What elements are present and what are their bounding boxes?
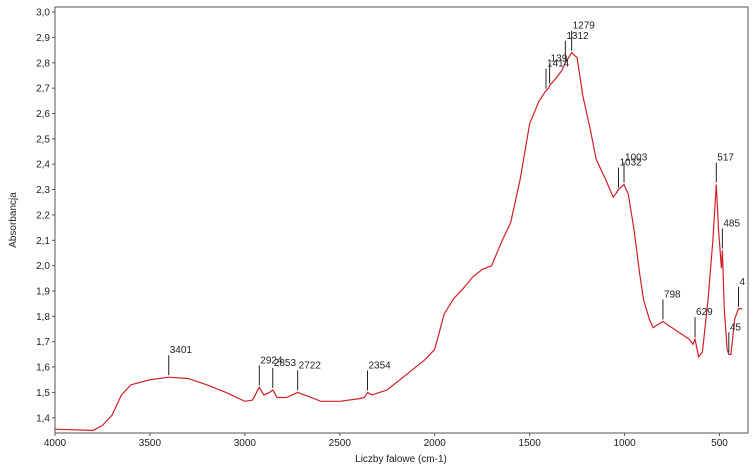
- peak-label: 3401: [170, 345, 193, 356]
- y-tick-label: 2,9: [36, 33, 50, 44]
- peak-label: 2354: [369, 360, 392, 371]
- y-tick-label: 1,5: [36, 388, 50, 399]
- y-tick-label: 1,7: [36, 337, 50, 348]
- peak-label: 485: [723, 218, 740, 229]
- x-tick-label: 1000: [613, 438, 636, 449]
- y-tick-label: 2,6: [36, 109, 50, 120]
- y-tick-label: 3,0: [36, 8, 50, 19]
- x-tick-label: 1500: [519, 438, 542, 449]
- x-axis-label: Liczby falowe (cm-1): [355, 454, 447, 465]
- peak-label: 4: [740, 277, 746, 288]
- y-tick-label: 1,4: [36, 413, 50, 424]
- peak-label: 629: [696, 307, 713, 318]
- peak-label: 1279: [573, 21, 596, 32]
- x-tick-label: 2500: [329, 438, 352, 449]
- y-tick-label: 2,4: [36, 160, 50, 171]
- plot-frame: [54, 6, 749, 434]
- x-tick-label: 3000: [234, 438, 257, 449]
- peak-label: 45: [730, 322, 742, 333]
- peak-label: 139: [551, 54, 568, 65]
- peak-label: 2924: [260, 355, 283, 366]
- y-tick-label: 2,3: [36, 185, 50, 196]
- y-tick-label: 2,8: [36, 58, 50, 69]
- y-tick-label: 2,0: [36, 261, 50, 272]
- peak-label: 1312: [566, 31, 589, 42]
- y-tick-label: 1,9: [36, 287, 50, 298]
- y-axis-label: Absorbancja: [8, 192, 19, 248]
- y-tick-label: 1,6: [36, 363, 50, 374]
- y-tick-label: 2,2: [36, 210, 50, 221]
- x-tick-label: 500: [711, 438, 728, 449]
- y-tick-label: 2,5: [36, 134, 50, 145]
- peak-label: 2853: [274, 358, 297, 369]
- peak-label: 1003: [625, 153, 648, 164]
- peak-label: 1032: [620, 158, 643, 169]
- spectrum-line: [54, 51, 743, 432]
- x-tick-label: 4000: [44, 438, 67, 449]
- peak-label: 517: [717, 153, 734, 164]
- y-tick-label: 1,8: [36, 312, 50, 323]
- y-tick-label: 2,7: [36, 84, 50, 95]
- peak-label: 1414: [547, 59, 570, 70]
- peak-label: 2722: [299, 360, 322, 371]
- x-tick-label: 2000: [424, 438, 447, 449]
- y-tick-label: 2,1: [36, 236, 50, 247]
- x-tick-label: 3500: [139, 438, 162, 449]
- peak-label: 798: [664, 289, 681, 300]
